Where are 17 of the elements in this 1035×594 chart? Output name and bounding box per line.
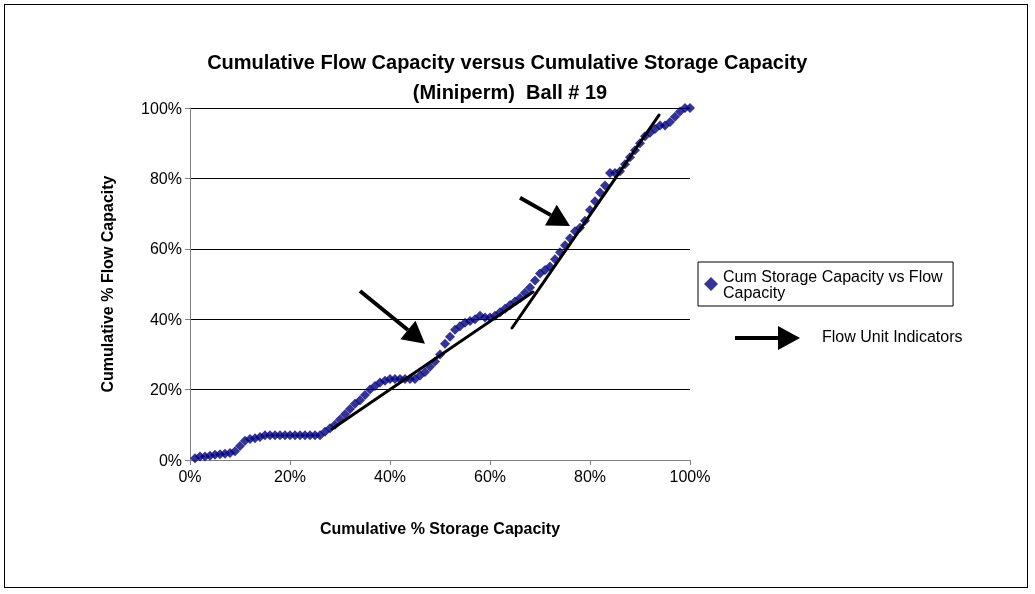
y-axis-title: Cumulative % Flow Capacity [98,175,116,393]
x-tick-label: 20% [273,467,307,485]
y-tick-label: 40% [149,310,182,328]
x-tick-label: 40% [373,467,407,485]
y-tick-label: 60% [149,240,182,258]
text: Flow Unit Indicators [822,327,963,345]
y-tick-label: 80% [149,169,182,187]
chart-title: Cumulative Flow Capacity versus Cumulative Storage Capacity (Miniperm) Ball # 19 [207,51,813,103]
x-axis-title: Cumulative % Storage Capacity [319,519,561,537]
x-tick-label: 100% [669,467,711,485]
y-tick-label: 20% [149,381,182,399]
x-tick-label: 0% [178,467,202,485]
x-tick-label: 60% [473,467,507,485]
y-tick-label: 100% [141,99,182,117]
legend-label: Cum Storage Capacity vs Flow Capacity [723,267,948,301]
y-tick-label: 0% [158,451,182,469]
x-tick-label: 80% [573,467,607,485]
